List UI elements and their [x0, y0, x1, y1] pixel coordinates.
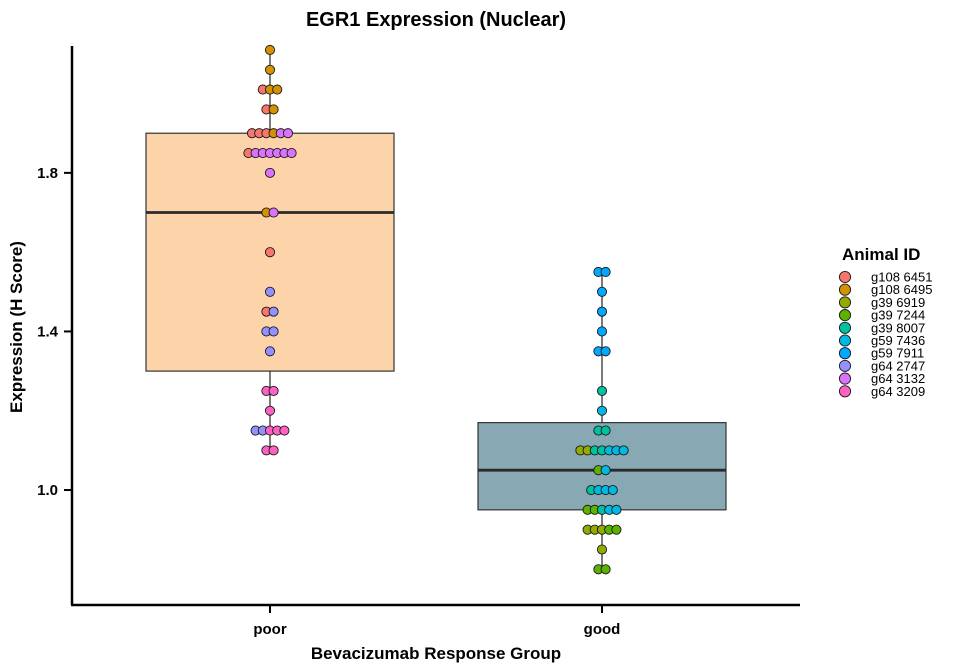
legend-label: g39 8007: [871, 320, 925, 335]
x-tick-label-good: good: [584, 621, 621, 638]
data-point: [600, 346, 611, 357]
legend-swatch: [838, 359, 852, 372]
data-point: [600, 425, 611, 436]
legend-label: g108 6495: [871, 282, 932, 297]
data-point: [264, 405, 276, 416]
data-point: [264, 286, 276, 297]
data-point: [268, 326, 279, 337]
data-point: [600, 465, 611, 476]
legend-label: g64 3132: [871, 371, 925, 386]
y-axis-title: Expression (H Score): [7, 241, 26, 413]
legend-swatch: [838, 385, 852, 398]
data-point: [596, 286, 608, 297]
data-point: [596, 405, 608, 416]
box-rect: [477, 422, 727, 511]
data-point: [611, 524, 622, 535]
legend-entry: g59 7911: [838, 346, 924, 361]
legend-swatch: [838, 309, 852, 322]
data-point: [600, 266, 611, 278]
legend-entry: g64 3209: [838, 384, 925, 399]
data-point: [611, 504, 622, 515]
legend-entry: g64 2747: [838, 358, 925, 373]
legend-entry: g64 3132: [838, 371, 925, 386]
legend-title: Animal ID: [842, 245, 920, 264]
y-tick-label: 1.0: [37, 482, 58, 499]
legend-label: g64 2747: [871, 358, 925, 373]
data-point: [264, 247, 276, 258]
legend-swatch: [838, 372, 852, 385]
data-point: [596, 544, 608, 555]
legend-entry: g108 6451: [838, 270, 932, 285]
boxes-layer: [145, 49, 727, 570]
data-point: [286, 147, 297, 159]
x-axis-title: Bevacizumab Response Group: [311, 644, 561, 663]
data-point: [268, 207, 279, 218]
data-point: [607, 484, 618, 496]
points-layer: [243, 44, 629, 575]
data-point: [600, 564, 611, 575]
legend-label: g59 7436: [871, 333, 925, 348]
legend-swatch: [838, 347, 852, 360]
data-point: [596, 306, 608, 317]
legend-swatch: [838, 321, 852, 334]
data-point: [264, 346, 276, 357]
legend-entry: g39 7244: [838, 308, 925, 323]
legend-swatch: [838, 334, 852, 347]
data-point: [272, 84, 283, 95]
data-point: [618, 445, 629, 456]
data-point: [596, 326, 608, 337]
data-point: [268, 445, 279, 456]
x-tick-label-poor: poor: [253, 621, 286, 638]
y-tick-label: 1.4: [37, 323, 59, 340]
x-ticks: poor good: [253, 605, 620, 638]
data-point: [264, 64, 276, 75]
data-point: [268, 385, 279, 396]
data-point: [264, 44, 276, 56]
legend-entry: g108 6495: [838, 282, 932, 297]
chart-title: EGR1 Expression (Nuclear): [306, 9, 566, 31]
legend-swatch: [838, 270, 852, 284]
legend-label: g39 7244: [871, 308, 925, 323]
legend-label: g39 6919: [871, 295, 925, 310]
legend-swatch: [838, 283, 852, 296]
legend-entry: g39 8007: [838, 320, 925, 335]
data-point: [268, 104, 279, 115]
data-point: [282, 128, 294, 139]
legend-label: g59 7911: [871, 346, 924, 361]
legend-label: g108 6451: [871, 270, 932, 285]
y-tick-label: 1.8: [37, 165, 58, 182]
data-point: [279, 425, 290, 436]
legend-label: g64 3209: [871, 384, 925, 399]
legend-entry: g39 6919: [838, 295, 925, 310]
data-point: [264, 167, 276, 178]
legend-swatch: [838, 296, 852, 309]
legend-entry: g59 7436: [838, 333, 925, 348]
data-point: [596, 385, 608, 396]
y-ticks: 1.0 1.4 1.8: [37, 165, 72, 499]
data-point: [268, 306, 279, 317]
